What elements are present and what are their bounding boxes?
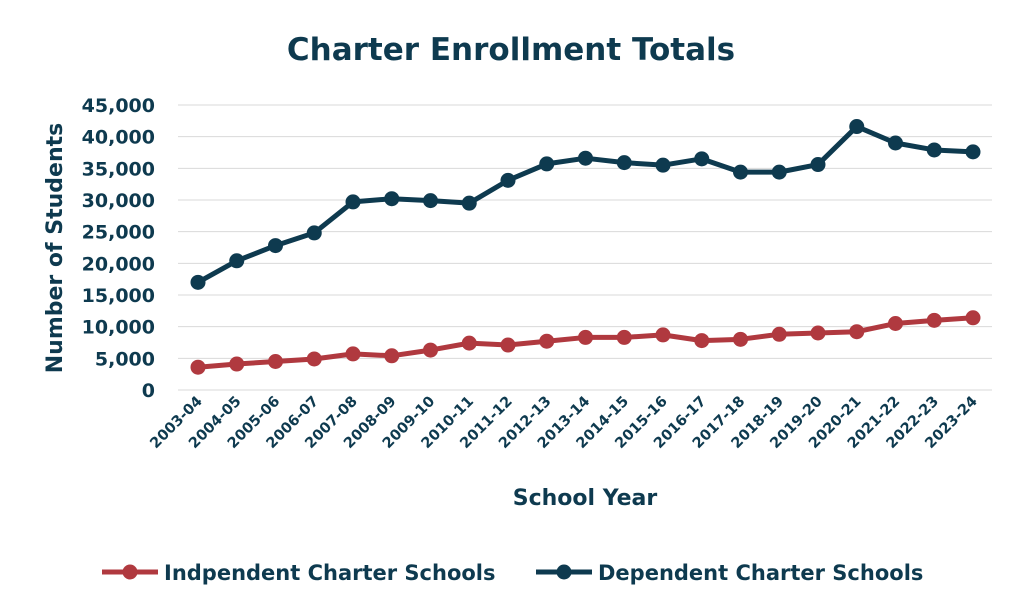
legend-marker bbox=[122, 564, 138, 580]
data-point bbox=[423, 193, 438, 209]
data-point bbox=[965, 144, 981, 160]
gridlines bbox=[178, 104, 992, 391]
y-tick-label: 30,000 bbox=[82, 190, 155, 212]
legend-label: Dependent Charter Schools bbox=[598, 561, 923, 585]
data-point bbox=[500, 172, 516, 188]
data-point bbox=[578, 150, 593, 166]
x-axis-title: School Year bbox=[513, 486, 658, 511]
y-tick-label: 40,000 bbox=[82, 127, 155, 149]
data-point bbox=[926, 142, 942, 158]
data-point bbox=[384, 191, 400, 207]
data-point bbox=[461, 195, 477, 211]
legend: Indpendent Charter Schools Dependent Char… bbox=[102, 561, 923, 585]
data-point bbox=[926, 312, 942, 328]
y-tick-label: 25,000 bbox=[82, 222, 155, 244]
data-point bbox=[578, 329, 593, 345]
data-point bbox=[771, 164, 787, 180]
data-point bbox=[345, 194, 361, 210]
data-point bbox=[461, 335, 477, 351]
data-point bbox=[849, 324, 865, 340]
data-point bbox=[306, 351, 322, 367]
data-point bbox=[849, 119, 865, 135]
y-tick-label: 20,000 bbox=[82, 253, 155, 275]
data-point bbox=[810, 157, 826, 173]
data-point bbox=[733, 164, 748, 180]
data-point bbox=[616, 329, 632, 345]
data-point bbox=[888, 135, 903, 151]
data-point bbox=[345, 346, 361, 362]
data-point bbox=[539, 333, 555, 349]
data-point bbox=[500, 337, 516, 353]
data-point bbox=[733, 331, 748, 347]
data-point bbox=[655, 327, 671, 343]
y-tick-label: 35,000 bbox=[82, 158, 155, 180]
data-point bbox=[888, 316, 903, 331]
data-point bbox=[384, 348, 400, 364]
data-point bbox=[268, 354, 283, 369]
x-axis-ticks: 2003-042004-052005-062006-072007-082008-… bbox=[147, 394, 980, 452]
data-point bbox=[190, 274, 206, 290]
data-point bbox=[190, 359, 206, 375]
data-point bbox=[423, 342, 438, 358]
data-point bbox=[229, 356, 245, 372]
data-point bbox=[965, 310, 981, 326]
data-point bbox=[616, 155, 632, 171]
legend-item: Dependent Charter Schools bbox=[536, 561, 923, 585]
data-point bbox=[771, 326, 787, 342]
data-point bbox=[810, 325, 826, 341]
series-2 bbox=[190, 119, 981, 290]
data-point bbox=[268, 238, 283, 254]
data-point bbox=[539, 156, 555, 172]
data-point bbox=[306, 225, 322, 241]
y-tick-label: 0 bbox=[142, 380, 155, 402]
series-layer bbox=[190, 119, 981, 375]
series-1 bbox=[190, 310, 981, 375]
series-line bbox=[196, 124, 974, 285]
data-point bbox=[655, 157, 671, 173]
y-tick-label: 15,000 bbox=[82, 285, 155, 307]
data-point bbox=[694, 151, 710, 167]
y-tick-label: 10,000 bbox=[82, 317, 155, 339]
legend-item: Indpendent Charter Schools bbox=[102, 561, 496, 585]
data-point bbox=[229, 253, 245, 269]
chart-title: Charter Enrollment Totals bbox=[287, 32, 735, 68]
y-tick-label: 45,000 bbox=[82, 95, 155, 117]
y-axis-ticks: 0 5,000 10,000 15,000 20,000 25,000 30,000 35,0… bbox=[82, 95, 155, 402]
y-axis-title: Number of Students bbox=[43, 123, 68, 374]
y-tick-label: 5,000 bbox=[95, 348, 155, 370]
data-point bbox=[694, 333, 710, 349]
legend-marker bbox=[556, 564, 572, 580]
legend-label: Indpendent Charter Schools bbox=[164, 561, 496, 585]
